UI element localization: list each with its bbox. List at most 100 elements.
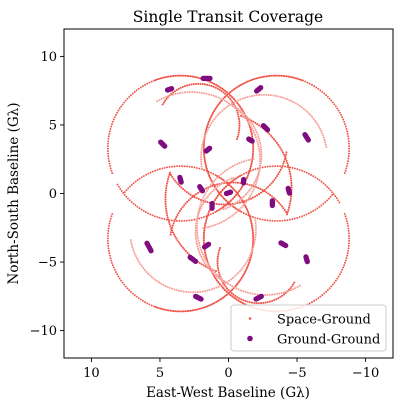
space-ground-point [216,279,219,282]
space-ground-point [238,175,241,178]
space-ground-point [309,114,312,117]
space-ground-point [168,286,171,289]
space-ground-point [175,219,178,222]
space-ground-point [156,216,159,219]
space-ground-point [345,127,348,130]
y-tick-label: 0 [49,187,57,202]
space-ground-point [202,147,205,150]
space-ground-point [282,162,285,165]
space-ground-point [208,93,211,96]
space-ground-point [108,162,111,165]
space-ground-point [232,203,235,206]
space-ground-point [192,83,195,86]
space-ground-point [220,207,223,210]
space-ground-point [200,165,203,168]
space-ground-point [154,278,157,281]
space-ground-point [244,271,247,274]
space-ground-point [116,273,119,276]
space-ground-point [251,95,253,97]
space-ground-point [326,199,328,202]
space-ground-point [229,94,232,97]
space-ground-point [322,134,325,137]
space-ground-point [236,210,239,212]
space-ground-point [107,155,110,158]
space-ground-point [217,275,220,278]
space-ground-point [263,293,266,296]
space-ground-point [336,107,339,110]
space-ground-point [312,210,315,212]
space-ground-point [231,277,234,279]
space-ground-point [248,119,251,122]
space-ground-point [181,310,184,313]
space-ground-point [124,99,127,102]
space-ground-point [209,184,212,186]
space-ground-point [341,268,344,271]
space-ground-point [183,189,186,192]
space-ground-point [294,287,297,289]
space-ground-point [258,139,261,142]
space-ground-point [229,103,231,106]
space-ground-point [135,89,138,92]
space-ground-point [261,218,264,221]
space-ground-point [191,166,193,168]
space-ground-point [232,181,235,184]
space-ground-point [266,301,269,304]
ground-ground-track [200,75,213,81]
space-ground-point [286,211,289,214]
space-ground-point [124,285,127,288]
space-ground-point [285,159,288,162]
space-ground-point [221,189,224,192]
space-ground-point [298,104,301,107]
space-ground-point [204,257,207,260]
space-ground-point [116,183,119,186]
space-ground-point [293,217,296,220]
x-tick-label: 0 [224,366,232,381]
ground-ground-point [164,87,171,93]
space-ground-point [148,303,151,306]
space-ground-point [175,237,178,240]
space-ground-point [198,77,201,80]
space-ground-point [223,108,226,111]
space-ground-point [133,90,136,93]
space-ground-point [109,127,112,130]
space-ground-point [107,242,109,245]
space-ground-point [254,219,257,222]
space-ground-point [288,206,290,209]
space-ground-point [232,179,235,182]
space-ground-point [234,207,237,209]
space-ground-point [216,105,219,108]
space-ground-point [209,116,212,119]
space-ground-point [194,227,197,229]
space-ground-point [214,174,217,176]
space-ground-point [152,277,155,280]
space-ground-point [238,201,241,204]
space-ground-point [156,280,159,283]
space-ground-point [237,99,240,102]
space-ground-point [110,215,113,218]
space-ground-point [239,98,242,101]
space-ground-point [159,77,162,80]
space-ground-point [183,91,186,94]
space-ground-point [165,97,168,100]
space-ground-point [347,137,350,140]
space-ground-point [347,227,350,230]
space-ground-point [213,188,215,191]
space-ground-point [326,95,329,98]
space-ground-point [346,254,349,257]
space-ground-point [260,148,263,151]
space-ground-point [192,291,195,294]
space-ground-point [203,261,206,264]
space-ground-point [185,290,187,293]
space-ground-point [121,281,124,284]
space-ground-point [169,171,172,174]
space-ground-point [227,92,230,95]
space-ground-point [268,300,271,303]
space-ground-point [327,197,330,200]
space-ground-point [117,185,120,188]
space-ground-point [213,287,216,290]
space-ground-point [201,144,204,147]
space-ground-point [278,292,281,295]
space-ground-point [321,90,324,93]
space-ground-point [334,195,337,198]
space-ground-point [227,289,230,292]
